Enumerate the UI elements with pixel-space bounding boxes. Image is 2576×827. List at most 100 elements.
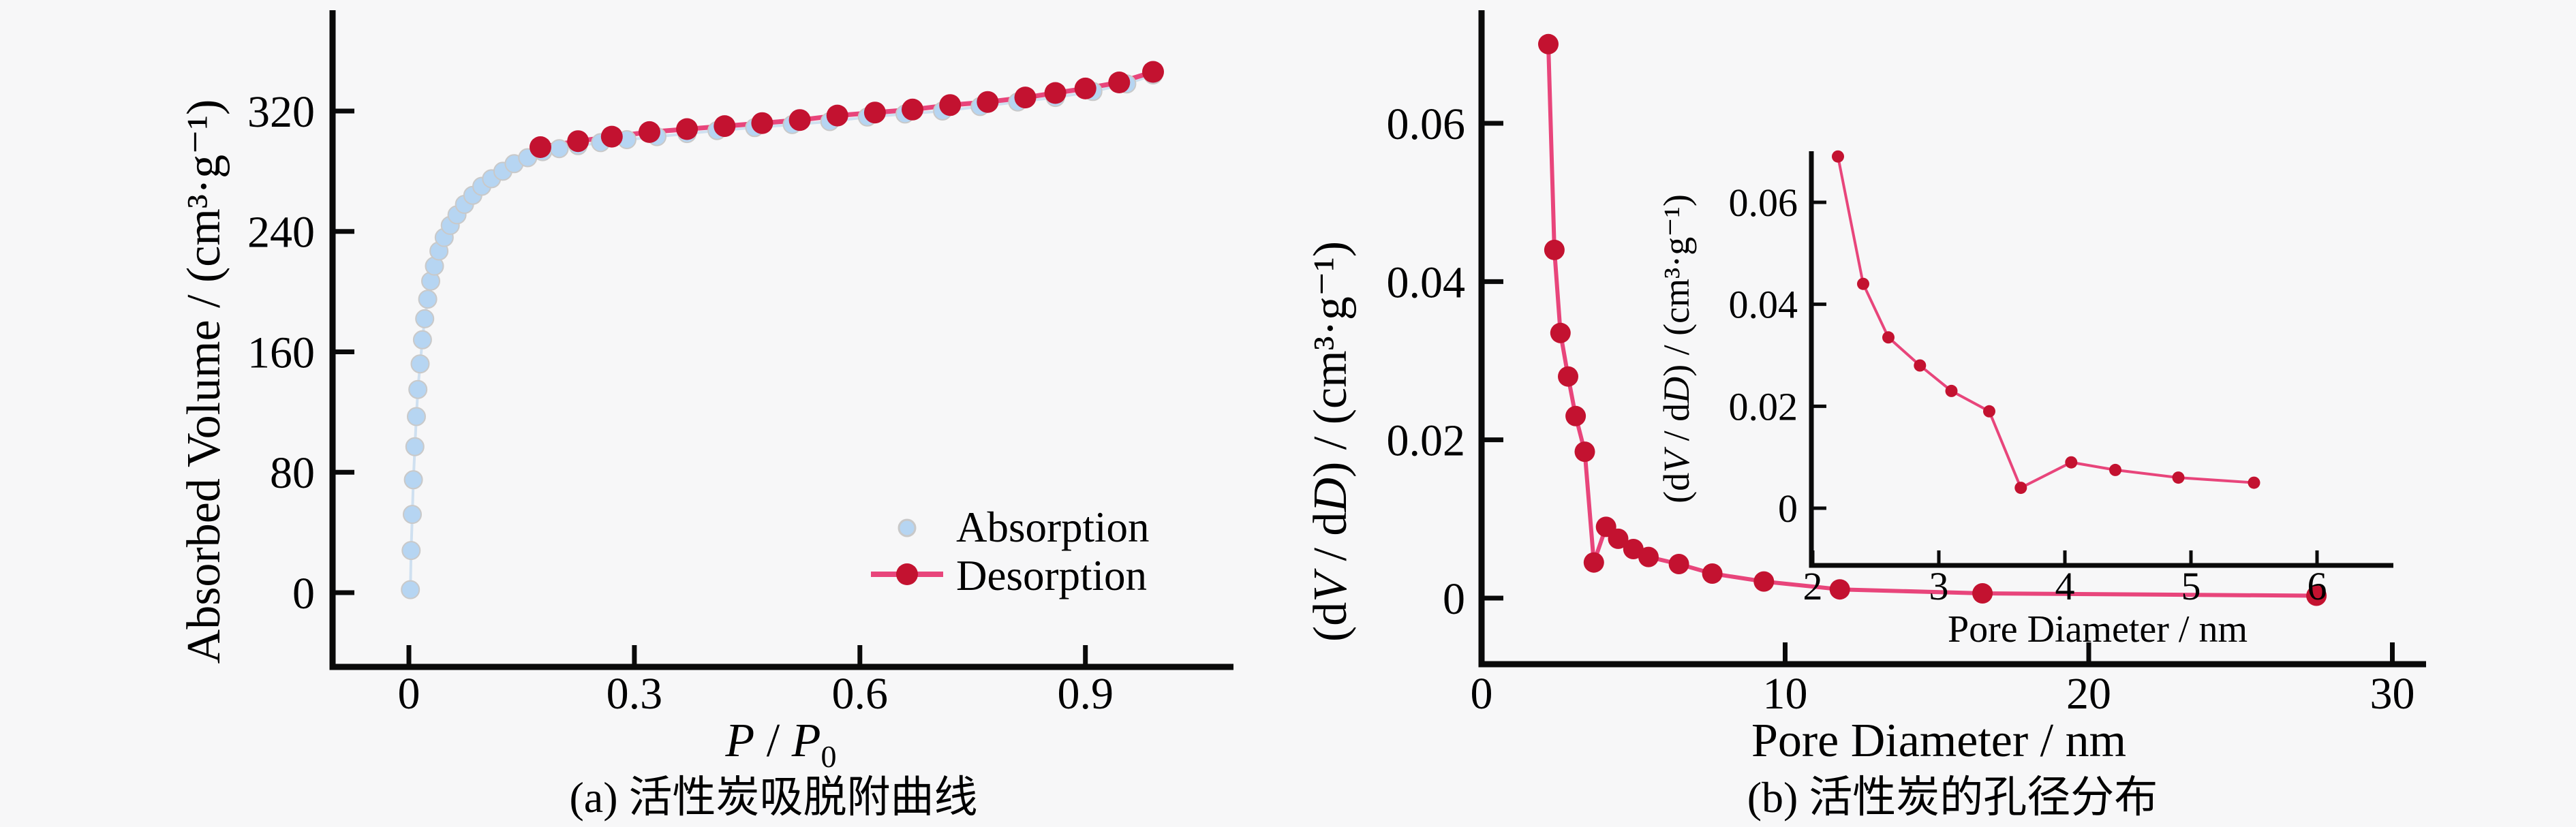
data-point <box>405 437 425 456</box>
data-point <box>826 104 848 127</box>
chart-b-inset-x-axis-label: Pore Diameter / nm <box>1948 608 2248 651</box>
y-tick-label: 0.02 <box>1387 416 1466 466</box>
chart-a-axes: 0 0.3 0.6 0.9 0 80 160 240 320 <box>247 10 1233 719</box>
chart-b-inset-axes: 2 3 4 5 6 0 0.02 0.04 0.06 <box>1729 151 2393 608</box>
data-point <box>567 130 589 153</box>
x-label-p: P <box>725 715 755 767</box>
y-tick-label: 0.04 <box>1387 258 1466 307</box>
data-point <box>418 290 438 309</box>
y-tick-label: 0.06 <box>1729 181 1798 225</box>
x-tick-label: 0.6 <box>832 669 889 719</box>
data-point <box>1882 331 1895 344</box>
data-point <box>1972 583 1993 604</box>
data-point <box>2306 585 2327 606</box>
y-tick-label: 0 <box>1443 574 1465 624</box>
data-point <box>1753 571 1775 592</box>
chart-b-x-axis-label: Pore Diameter / nm <box>1751 715 2126 767</box>
data-point <box>1565 405 1586 426</box>
series-points-desorption <box>530 61 1164 158</box>
chart-b-inset-series <box>1832 150 2260 495</box>
series-points-dv-dd <box>1832 150 2260 495</box>
data-point <box>1558 366 1578 387</box>
data-point <box>939 94 962 116</box>
data-point <box>403 505 422 525</box>
y-tick-label: 0.06 <box>1387 99 1466 149</box>
chart-a: 0 0.3 0.6 0.9 0 80 160 240 320 Absorbed Volume /… <box>178 10 1233 822</box>
chart-b-inset-y-axis-label: (dV / dD) / (cm³·g⁻¹) <box>1656 194 1697 503</box>
series-points-dv-dd <box>1538 33 2327 606</box>
x-tick-label: 2 <box>1803 564 1823 608</box>
x-label-p0: P <box>791 715 821 767</box>
x-tick-label: 10 <box>1763 669 1808 719</box>
series-line-dv-dd <box>1837 156 2254 490</box>
y-tick-label: 0 <box>1778 486 1798 531</box>
data-point <box>412 330 432 349</box>
x-tick-label: 0 <box>398 669 420 719</box>
inset-y-label-d: D <box>1656 377 1697 404</box>
data-point <box>1623 539 1644 559</box>
data-point <box>1538 33 1559 54</box>
data-point <box>408 379 428 399</box>
data-point <box>1857 277 1869 290</box>
legend-desorption-label: Desorption <box>956 552 1147 599</box>
data-point <box>1583 552 1604 573</box>
data-point <box>403 470 423 490</box>
chart-a-y-axis-label: Absorbed Volume / (cm³·g⁻¹) <box>178 99 230 664</box>
data-point <box>714 115 736 138</box>
y-label-mid: / d <box>1304 512 1357 573</box>
y-tick-label: 0.04 <box>1729 283 1798 327</box>
data-point <box>676 118 699 140</box>
x-label-subscript: 0 <box>821 739 836 774</box>
data-point <box>1914 359 1927 372</box>
data-point <box>1550 322 1571 343</box>
chart-a-series <box>401 61 1164 599</box>
y-label-units: ) / (cm³·g⁻¹) <box>1304 241 1357 478</box>
inset-y-label-mid: / d <box>1656 403 1697 450</box>
data-point <box>1832 150 1844 163</box>
data-point <box>788 109 811 131</box>
data-point <box>530 136 551 158</box>
y-tick-label: 0 <box>292 569 315 619</box>
legend-absorption-marker-icon <box>898 518 917 537</box>
data-point <box>1574 441 1595 463</box>
chart-a-x-axis-label: P / P0 <box>725 715 837 774</box>
data-point <box>410 354 430 374</box>
x-tick-label: 0 <box>1471 669 1493 719</box>
y-tick-label: 0.02 <box>1729 384 1798 428</box>
data-point <box>1044 82 1067 104</box>
x-tick-label: 30 <box>2370 669 2415 719</box>
axis-spines <box>1809 151 2393 568</box>
data-point <box>1074 77 1097 99</box>
x-tick-label: 0.3 <box>607 669 663 719</box>
y-tick-label: 320 <box>247 87 315 137</box>
data-point <box>2172 471 2185 484</box>
x-tick-label: 5 <box>2181 564 2201 608</box>
data-point <box>600 125 623 148</box>
data-point <box>1829 579 1850 600</box>
data-point <box>751 112 773 134</box>
data-point <box>2109 463 2121 476</box>
data-point <box>639 121 660 143</box>
chart-a-caption: (a) 活性炭吸脱附曲线 <box>569 773 977 822</box>
inset-y-label-open: (d <box>1656 473 1697 503</box>
legend-absorption-label: Absorption <box>956 503 1150 551</box>
data-point <box>1544 239 1565 260</box>
data-point <box>1983 405 1995 418</box>
data-point <box>1945 384 1958 397</box>
data-point <box>863 102 886 124</box>
x-tick-label: 3 <box>1929 564 1949 608</box>
data-point <box>2014 482 2027 495</box>
data-point <box>1108 72 1131 93</box>
data-point <box>977 91 999 113</box>
inset-y-label-v: V <box>1656 446 1697 473</box>
y-label-v: V <box>1304 568 1357 602</box>
data-point <box>2248 476 2260 489</box>
data-point <box>2065 456 2078 469</box>
x-tick-label: 0.9 <box>1057 669 1114 719</box>
chart-b-caption: (b) 活性炭的孔径分布 <box>1747 773 2158 822</box>
chart-a-legend: Absorption Desorption <box>871 503 1150 599</box>
legend-desorption-marker-icon <box>896 563 918 585</box>
